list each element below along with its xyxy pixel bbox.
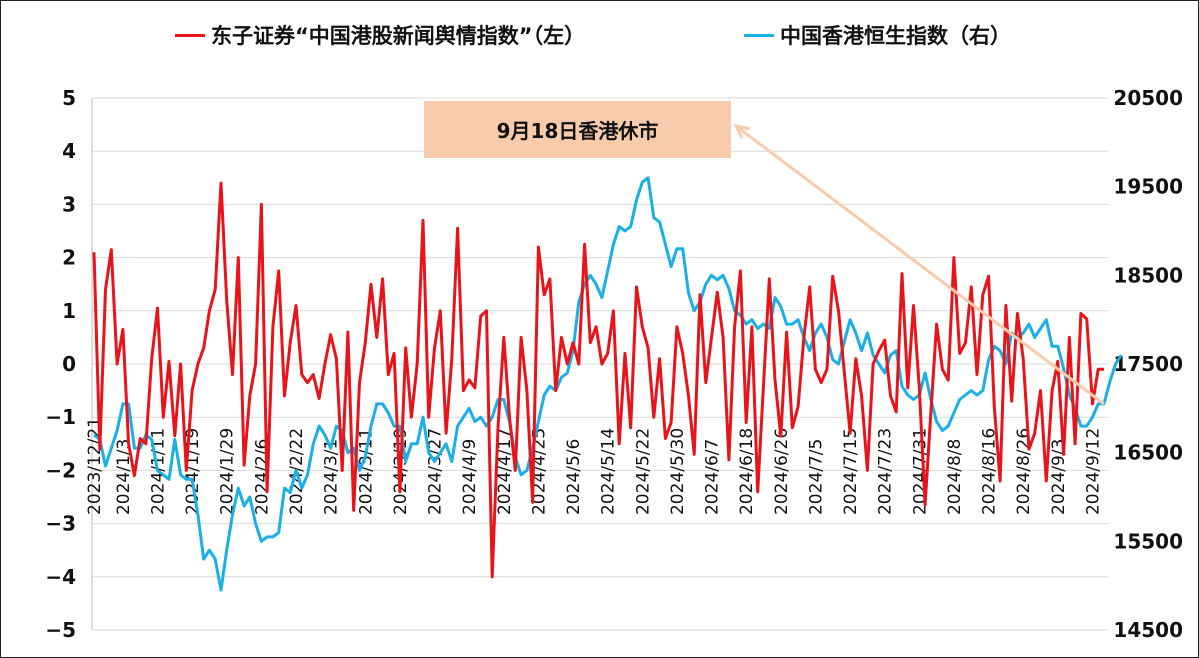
y-left-tick-label: −4 — [45, 565, 76, 589]
annotation-holiday-box: 9月18日香港休市 — [424, 101, 731, 158]
legend-swatch-hsi — [744, 33, 774, 37]
y-left-tick-label: 1 — [62, 299, 76, 323]
y-right-tick-label: 19500 — [1113, 175, 1183, 199]
legend-label-sentiment: 东子证券“中国港股新闻舆情指数”（左） — [211, 24, 586, 48]
y-right-tick-label: 16500 — [1113, 441, 1183, 465]
legend-item-sentiment: 东子证券“中国港股新闻舆情指数”（左） — [175, 20, 585, 50]
series-line-hsi — [93, 176, 1123, 592]
y-left-tick-label: 2 — [62, 246, 76, 270]
legend-swatch-sentiment — [175, 33, 205, 37]
x-tick-label: 2024/3/11 — [356, 428, 376, 515]
y-left-tick-label: −3 — [45, 512, 76, 536]
y-left-tick-label: 4 — [62, 139, 76, 163]
x-tick-label: 2024/6/26 — [772, 428, 792, 515]
x-tick-label: 2024/9/12 — [1083, 428, 1103, 515]
x-tick-label: 2024/1/3 — [114, 439, 134, 515]
x-tick-label: 2024/7/5 — [806, 439, 826, 515]
x-tick-label: 2024/8/8 — [945, 439, 965, 515]
y-left-tick-label: 0 — [62, 352, 76, 376]
x-tick-label: 2024/5/22 — [633, 428, 653, 515]
y-left-tick-label: 5 — [62, 86, 76, 110]
series-line-sentiment — [92, 181, 1104, 579]
y-right-tick-label: 20500 — [1113, 86, 1183, 110]
x-tick-label: 2023/12/21 — [85, 417, 105, 515]
legend-item-hsi: 中国香港恒生指数（右） — [744, 20, 1011, 50]
y-left-tick-label: −1 — [45, 405, 76, 429]
x-tick-label: 2024/3/1 — [322, 439, 342, 515]
y-right-tick-label: 15500 — [1113, 529, 1183, 553]
x-tick-label: 2024/5/30 — [668, 428, 688, 515]
x-tick-label: 2024/5/14 — [599, 428, 619, 515]
y-right-tick-label: 14500 — [1113, 618, 1183, 642]
x-tick-label: 2024/5/6 — [564, 439, 584, 515]
y-left-tick-label: −5 — [45, 618, 76, 642]
chart-legend: 东子证券“中国港股新闻舆情指数”（左） 中国香港恒生指数（右） — [0, 20, 1199, 50]
annotation-arrow — [735, 124, 1105, 406]
x-tick-label: 2024/6/18 — [737, 428, 757, 515]
x-tick-label: 2024/6/7 — [703, 439, 723, 515]
y-left-tick-label: 3 — [62, 192, 76, 216]
x-tick-label: 2024/4/9 — [460, 439, 480, 515]
y-right-tick-label: 17500 — [1113, 352, 1183, 376]
x-tick-label: 2024/4/17 — [495, 428, 515, 515]
x-tick-label: 2024/8/16 — [980, 428, 1000, 515]
y-left-tick-label: −2 — [45, 458, 76, 482]
x-tick-label: 2024/7/15 — [841, 428, 861, 515]
x-tick-label: 2024/1/29 — [218, 428, 238, 515]
annotation-arrowhead — [733, 123, 751, 140]
x-tick-label: 2024/3/27 — [426, 428, 446, 515]
legend-label-hsi: 中国香港恒生指数（右） — [780, 24, 1011, 48]
y-right-tick-label: 18500 — [1113, 263, 1183, 287]
x-tick-label: 2024/7/23 — [876, 428, 896, 515]
annotation-holiday-text: 9月18日香港休市 — [496, 119, 659, 143]
x-tick-label: 2024/9/3 — [1049, 439, 1069, 515]
